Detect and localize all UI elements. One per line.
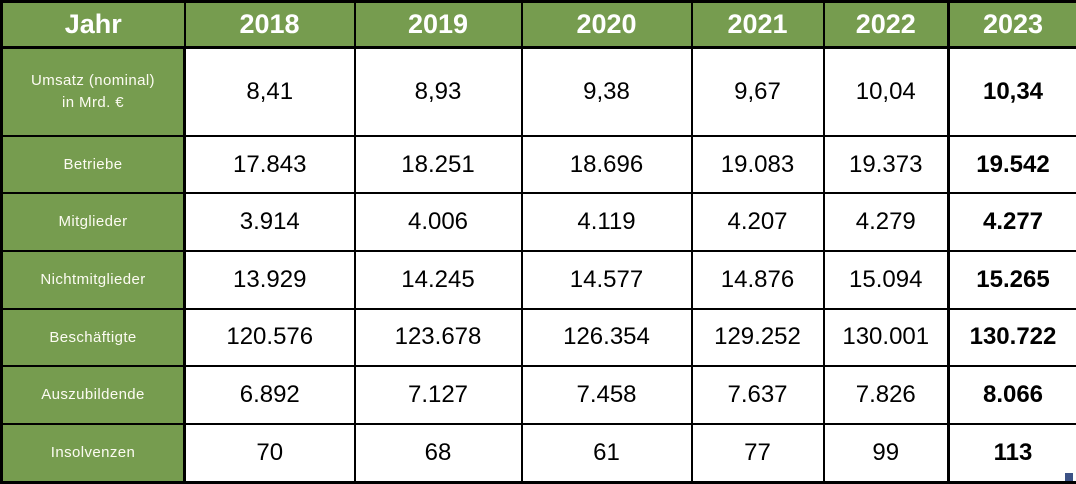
cell-insolvenzen-2019: 68: [353, 422, 523, 484]
cell-umsatz-2019: 8,93: [353, 46, 523, 137]
header-cell-2018: 2018: [183, 0, 356, 49]
table-row-umsatz: Umsatz (nominal) in Mrd. € 8,41 8,93 9,3…: [0, 46, 1076, 137]
header-cell-2021: 2021: [690, 0, 825, 49]
cell-nichtmitglieder-2020: 14.577: [520, 250, 693, 310]
row-label-umsatz: Umsatz (nominal) in Mrd. €: [0, 46, 186, 137]
cell-auszubildende-2018: 6.892: [183, 365, 356, 425]
cell-insolvenzen-2018: 70: [183, 422, 356, 484]
cell-betriebe-2022: 19.373: [822, 134, 950, 195]
cell-betriebe-2021: 19.083: [690, 134, 825, 195]
cell-auszubildende-2020: 7.458: [520, 365, 693, 425]
cell-nichtmitglieder-2021: 14.876: [690, 250, 825, 310]
cell-nichtmitglieder-2023: 15.265: [947, 250, 1076, 310]
cell-auszubildende-2023: 8.066: [947, 365, 1076, 425]
cell-umsatz-2020: 9,38: [520, 46, 693, 137]
row-label-insolvenzen: Insolvenzen: [0, 422, 186, 484]
header-cell-2022: 2022: [822, 0, 950, 49]
cell-umsatz-2022: 10,04: [822, 46, 950, 137]
row-label-auszubildende: Auszubildende: [0, 365, 186, 425]
table-row-insolvenzen: Insolvenzen 70 68 61 77 99 113: [0, 422, 1076, 484]
row-label-nichtmitglieder: Nichtmitglieder: [0, 250, 186, 310]
cell-nichtmitglieder-2019: 14.245: [353, 250, 523, 310]
cell-insolvenzen-2022: 99: [822, 422, 950, 484]
cell-umsatz-2021: 9,67: [690, 46, 825, 137]
cell-beschaeftigte-2018: 120.576: [183, 307, 356, 368]
cell-auszubildende-2022: 7.826: [822, 365, 950, 425]
cell-insolvenzen-2021: 77: [690, 422, 825, 484]
table-row-betriebe: Betriebe 17.843 18.251 18.696 19.083 19.…: [0, 134, 1076, 195]
cell-auszubildende-2021: 7.637: [690, 365, 825, 425]
cell-beschaeftigte-2019: 123.678: [353, 307, 523, 368]
cell-mitglieder-2021: 4.207: [690, 192, 825, 253]
cell-insolvenzen-2023: 113: [947, 422, 1076, 484]
cell-beschaeftigte-2023: 130.722: [947, 307, 1076, 368]
row-label-beschaeftigte: Beschäftigte: [0, 307, 186, 368]
cell-mitglieder-2020: 4.119: [520, 192, 693, 253]
row-label-mitglieder: Mitglieder: [0, 192, 186, 253]
cell-beschaeftigte-2022: 130.001: [822, 307, 950, 368]
cell-beschaeftigte-2020: 126.354: [520, 307, 693, 368]
table-row-beschaeftigte: Beschäftigte 120.576 123.678 126.354 129…: [0, 307, 1076, 368]
cell-nichtmitglieder-2022: 15.094: [822, 250, 950, 310]
cell-auszubildende-2019: 7.127: [353, 365, 523, 425]
table-row-nichtmitglieder: Nichtmitglieder 13.929 14.245 14.577 14.…: [0, 250, 1076, 310]
header-cell-2023: 2023: [947, 0, 1076, 49]
cell-beschaeftigte-2021: 129.252: [690, 307, 825, 368]
resize-handle[interactable]: [1065, 473, 1073, 481]
header-row: Jahr 2018 2019 2020 2021 2022 2023: [0, 0, 1076, 49]
cell-nichtmitglieder-2018: 13.929: [183, 250, 356, 310]
cell-insolvenzen-2020: 61: [520, 422, 693, 484]
cell-mitglieder-2023: 4.277: [947, 192, 1076, 253]
cell-betriebe-2018: 17.843: [183, 134, 356, 195]
header-cell-jahr: Jahr: [0, 0, 186, 49]
cell-mitglieder-2022: 4.279: [822, 192, 950, 253]
cell-mitglieder-2018: 3.914: [183, 192, 356, 253]
cell-betriebe-2023: 19.542: [947, 134, 1076, 195]
cell-betriebe-2019: 18.251: [353, 134, 523, 195]
table-row-auszubildende: Auszubildende 6.892 7.127 7.458 7.637 7.…: [0, 365, 1076, 425]
cell-umsatz-2018: 8,41: [183, 46, 356, 137]
table-row-mitglieder: Mitglieder 3.914 4.006 4.119 4.207 4.279…: [0, 192, 1076, 253]
cell-mitglieder-2019: 4.006: [353, 192, 523, 253]
header-cell-2019: 2019: [353, 0, 523, 49]
cell-umsatz-2023: 10,34: [947, 46, 1076, 137]
header-cell-2020: 2020: [520, 0, 693, 49]
cell-betriebe-2020: 18.696: [520, 134, 693, 195]
row-label-betriebe: Betriebe: [0, 134, 186, 195]
